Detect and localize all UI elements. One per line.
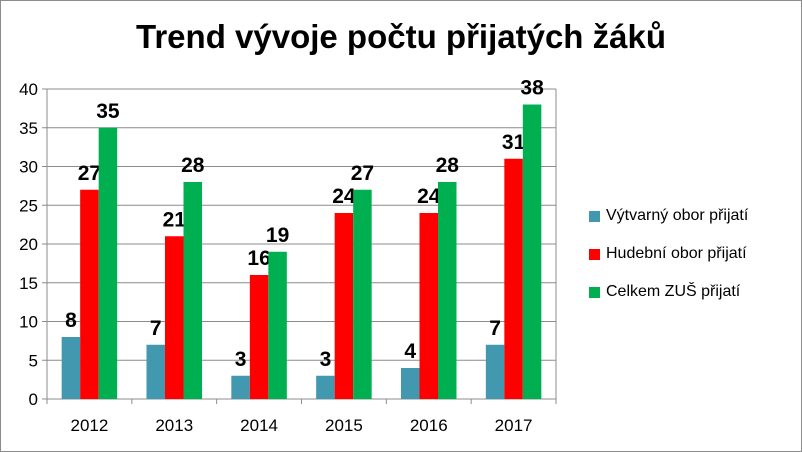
- data-label: 24: [332, 185, 356, 208]
- legend-label: Výtvarný obor přijatí: [606, 207, 749, 224]
- bar: [419, 213, 438, 399]
- data-label: 19: [266, 224, 289, 247]
- bar: [61, 337, 81, 399]
- chart-title: Trend vývoje počtu přijatých žáků: [136, 18, 666, 55]
- data-label: 7: [150, 317, 162, 340]
- bar: [183, 182, 202, 399]
- legend-label: Celkem ZUŠ přijatí: [606, 283, 741, 300]
- bar: [80, 189, 99, 399]
- legend-item: Celkem ZUŠ přijatí: [589, 282, 748, 302]
- x-tick-label: 2017: [495, 416, 533, 435]
- y-tick-label: 35: [19, 119, 38, 138]
- data-label: 24: [417, 185, 441, 208]
- data-label: 28: [181, 154, 205, 177]
- data-label: 3: [235, 348, 247, 371]
- data-label: 7: [489, 317, 501, 340]
- x-tick-label: 2012: [71, 416, 109, 435]
- bar: [334, 213, 354, 399]
- y-tick-label: 30: [19, 158, 38, 177]
- data-label: 3: [320, 348, 332, 371]
- x-tick-label: 2014: [240, 416, 278, 435]
- bar: [165, 236, 184, 399]
- legend-swatch: [589, 248, 600, 260]
- data-label: 16: [247, 247, 270, 270]
- bar: [485, 344, 505, 399]
- legend-item: Hudební obor přijatí: [589, 244, 748, 264]
- data-label: 21: [163, 208, 187, 231]
- legend-label: Hudební obor přijatí: [606, 245, 747, 262]
- y-tick-label: 10: [19, 313, 38, 332]
- data-label: 27: [351, 162, 374, 185]
- data-label: 38: [520, 77, 544, 100]
- bar: [353, 189, 372, 399]
- bar: [522, 104, 542, 399]
- y-tick-label: 0: [29, 390, 38, 409]
- x-tick-label: 2015: [325, 416, 363, 435]
- data-label: 4: [404, 340, 416, 363]
- bar: [401, 368, 420, 399]
- bar: [146, 344, 165, 399]
- data-label: 8: [65, 309, 77, 332]
- data-label: 28: [436, 154, 460, 177]
- legend-item: Výtvarný obor přijatí: [589, 206, 748, 226]
- y-tick-label: 5: [29, 351, 38, 370]
- data-label: 35: [96, 100, 120, 123]
- chart-legend: Výtvarný obor přijatí Hudební obor přija…: [589, 206, 748, 320]
- bar: [504, 158, 523, 399]
- bar: [438, 182, 457, 399]
- x-tick-label: 2013: [155, 416, 193, 435]
- x-tick-label: 2016: [410, 416, 448, 435]
- data-label: 27: [78, 162, 101, 185]
- y-tick-label: 20: [19, 235, 38, 254]
- y-tick-label: 25: [19, 196, 38, 215]
- bar: [98, 127, 118, 399]
- y-tick-label: 15: [19, 274, 38, 293]
- legend-swatch: [589, 210, 600, 222]
- bar: [268, 251, 287, 399]
- bar: [249, 275, 269, 399]
- legend-swatch: [589, 286, 600, 298]
- bar: [231, 375, 250, 399]
- y-tick-label: 40: [19, 80, 38, 99]
- data-label: 31: [502, 131, 526, 154]
- bar: [316, 375, 335, 399]
